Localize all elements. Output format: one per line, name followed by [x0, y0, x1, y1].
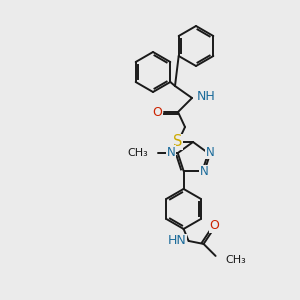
Text: S: S: [173, 134, 183, 149]
Text: O: O: [210, 219, 220, 232]
Text: N: N: [167, 146, 176, 159]
Text: HN: HN: [168, 234, 187, 248]
Text: NH: NH: [197, 91, 216, 103]
Text: N: N: [200, 165, 209, 178]
Text: N: N: [206, 146, 214, 159]
Text: CH₃: CH₃: [226, 255, 246, 265]
Text: O: O: [152, 106, 162, 118]
Text: CH₃: CH₃: [127, 148, 148, 158]
